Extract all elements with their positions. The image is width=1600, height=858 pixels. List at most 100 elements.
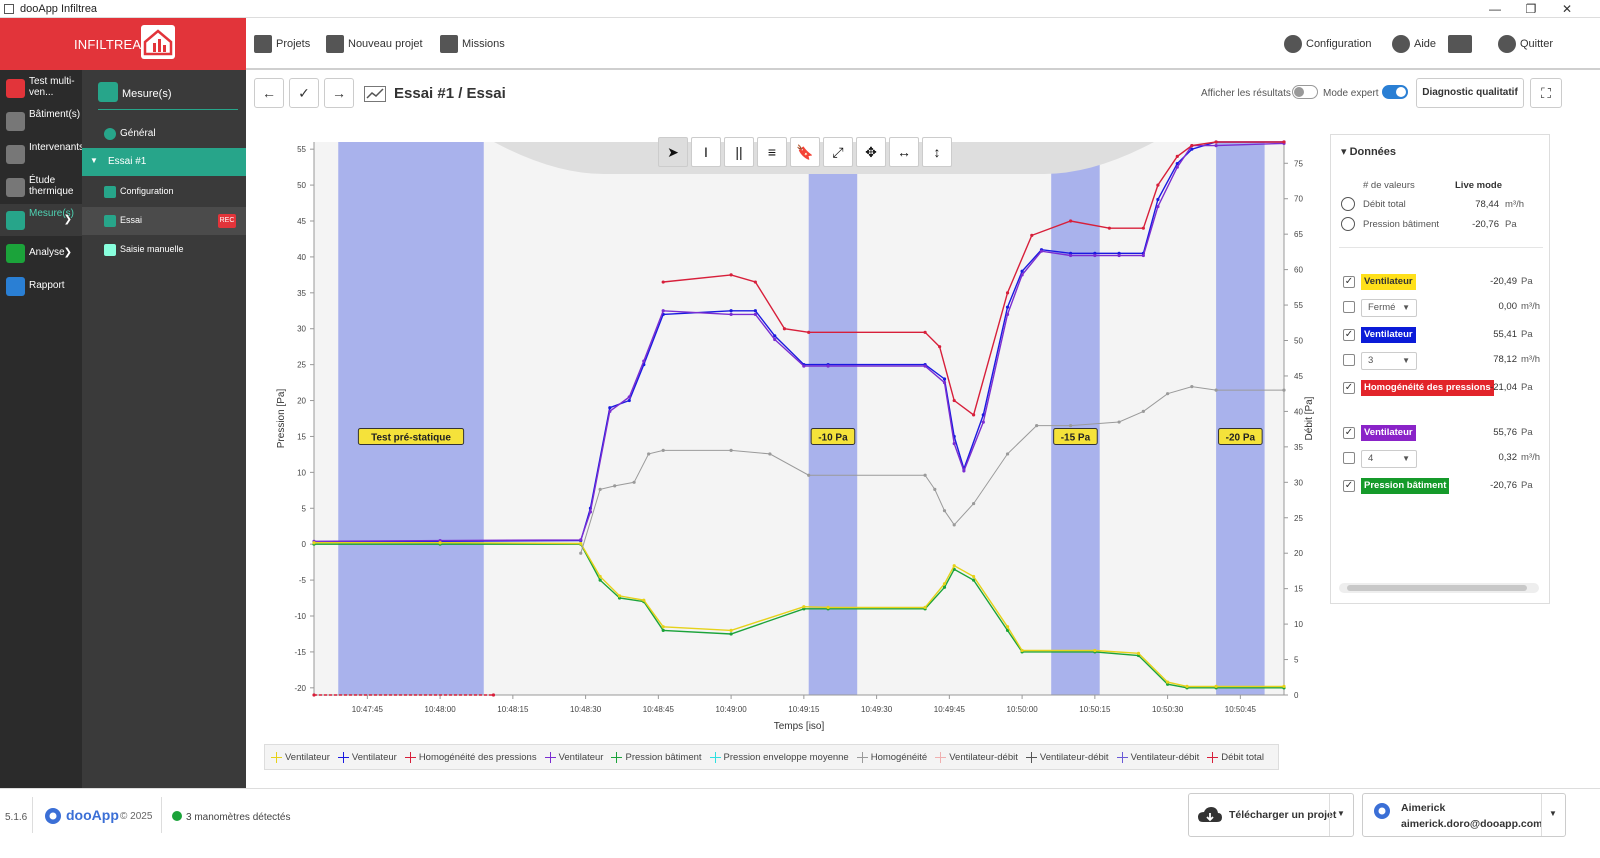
data-point: [647, 452, 651, 456]
channel-checkbox[interactable]: ✓: [1343, 382, 1355, 394]
close-window-button[interactable]: ✕: [1561, 2, 1573, 16]
zoom-vertical-button[interactable]: ↕: [922, 137, 952, 167]
bookmark-button[interactable]: 🔖: [790, 137, 820, 167]
subitem-saisie[interactable]: Saisie manuelle: [82, 236, 246, 264]
chevron-down-icon: ▼: [1402, 303, 1410, 312]
y-tick-label: 45: [297, 217, 306, 226]
sidebar-item-rapport[interactable]: Rapport: [0, 270, 82, 302]
back-button[interactable]: ←: [254, 78, 284, 108]
legend-item[interactable]: Ventilateur: [271, 751, 330, 763]
sidebar-item-mesures[interactable]: Mesure(s) ❯: [0, 204, 82, 236]
data-point: [1175, 165, 1179, 169]
channel-select[interactable]: Fermé ▼: [1361, 299, 1417, 317]
channel-checkbox[interactable]: ✓: [1343, 276, 1355, 288]
channel-checkbox[interactable]: ✓: [1343, 480, 1355, 492]
nav-missions[interactable]: Missions: [440, 32, 505, 56]
legend-item[interactable]: Ventilateur-débit: [1025, 751, 1109, 763]
channel-value: -21,04: [1490, 382, 1517, 393]
rec-badge: REC: [218, 214, 236, 228]
legend-item[interactable]: Ventilateur-débit: [1116, 751, 1199, 763]
data-point: [1117, 420, 1121, 424]
subitem-general[interactable]: Général: [82, 120, 246, 148]
fullscreen-button[interactable]: ⛶: [1530, 78, 1562, 108]
nav-quitter[interactable]: Quitter: [1498, 32, 1553, 56]
data-point: [1156, 205, 1160, 209]
series-line: [314, 543, 1284, 689]
nav-nouveau-projet[interactable]: Nouveau projet: [326, 32, 423, 56]
data-point: [312, 693, 316, 697]
channel-checkbox[interactable]: [1343, 452, 1355, 464]
data-point: [632, 480, 636, 484]
sidebar-item-intervenants[interactable]: Intervenants: [0, 138, 85, 170]
sidebar-item-label: Intervenants: [29, 142, 85, 153]
cursor-tool-button[interactable]: I: [691, 137, 721, 167]
channel-checkbox[interactable]: ✓: [1343, 329, 1355, 341]
x-tick-label: 10:50:45: [1225, 705, 1257, 714]
minimize-button[interactable]: —: [1489, 2, 1501, 16]
sidebar-item-batiments[interactable]: Bâtiment(s): [0, 105, 82, 137]
data-point: [952, 398, 956, 403]
legend-item[interactable]: Ventilateur: [337, 751, 397, 763]
legend-item[interactable]: Ventilateur-débit: [935, 751, 1018, 763]
status-dot-icon: [172, 811, 182, 821]
nav-configuration[interactable]: Configuration: [1284, 32, 1371, 56]
nav-label: Nouveau projet: [348, 38, 423, 50]
user-account-button[interactable]: Aimerick aimerick.doro@dooapp.com ▼: [1362, 793, 1566, 837]
subitem-configuration[interactable]: Configuration: [82, 178, 246, 206]
diagnostic-button[interactable]: Diagnostic qualitatif: [1416, 78, 1524, 108]
version-label: 5.1.6: [5, 812, 28, 823]
legend-marker-icon: [856, 751, 868, 763]
data-point: [729, 448, 733, 453]
app-logo[interactable]: INFILTREA: [0, 18, 246, 70]
channel-checkbox[interactable]: [1343, 354, 1355, 366]
expert-mode-label: Mode expert: [1323, 88, 1379, 99]
summary-debit-total: Débit total 78,44 m³/h: [1339, 196, 1539, 214]
expert-mode-toggle[interactable]: [1382, 85, 1408, 99]
nav-label: Configuration: [1306, 38, 1372, 50]
chevron-down-icon[interactable]: ▼: [1549, 809, 1557, 818]
summary-label: Pression bâtiment: [1363, 219, 1440, 230]
vertical-markers-button[interactable]: ||: [724, 137, 754, 167]
nav-news[interactable]: [1448, 32, 1476, 56]
legend-item[interactable]: Débit total: [1207, 751, 1264, 763]
select-tool-button[interactable]: ➤: [658, 137, 688, 167]
legend-item[interactable]: Pression bâtiment: [611, 751, 702, 763]
copyright: © 2025: [120, 811, 153, 822]
channel-select[interactable]: 4 ▼: [1361, 450, 1417, 468]
fit-button[interactable]: ⤢: [823, 137, 853, 167]
chevron-down-icon[interactable]: ▼: [1337, 809, 1345, 818]
pan-button[interactable]: ✥: [856, 137, 886, 167]
refresh-icon: [1341, 197, 1355, 211]
legend-label: Ventilateur: [285, 751, 330, 763]
data-point: [729, 273, 733, 277]
download-project-button[interactable]: Télécharger un projet ▼: [1188, 793, 1354, 837]
forward-button[interactable]: →: [324, 78, 354, 108]
legend-item[interactable]: Homogénéité des pressions: [404, 751, 537, 763]
channel-checkbox[interactable]: [1343, 301, 1355, 313]
sidebar-item-etude[interactable]: Étude thermique: [0, 171, 82, 203]
y2-tick-label: 15: [1294, 585, 1303, 594]
nav-projets[interactable]: Projets: [254, 32, 310, 56]
nav-aide[interactable]: Aide: [1392, 32, 1436, 56]
sidebar-item-analyse[interactable]: Analyse ❯: [0, 237, 82, 269]
legend-item[interactable]: Pression enveloppe moyenne: [709, 751, 849, 763]
legend-item[interactable]: Ventilateur: [544, 751, 603, 763]
subitem-essai[interactable]: Essai REC: [82, 207, 246, 235]
pressure-chart[interactable]: 5550454035302520151050-5-10-15-207570656…: [262, 130, 1322, 740]
channel-checkbox[interactable]: ✓: [1343, 427, 1355, 439]
legend-item[interactable]: Homogénéité: [856, 751, 927, 763]
horizontal-markers-button[interactable]: ≡: [757, 137, 787, 167]
horizontal-scrollbar[interactable]: [1339, 583, 1539, 593]
validate-button[interactable]: ✓: [289, 78, 319, 108]
subitem-essai-1[interactable]: ▼ Essai #1: [82, 148, 246, 176]
channel-select[interactable]: 3 ▼: [1361, 352, 1417, 370]
zoom-horizontal-button[interactable]: ↔: [889, 137, 919, 167]
data-point: [1005, 291, 1010, 295]
show-results-toggle[interactable]: [1292, 85, 1318, 99]
data-panel-title[interactable]: ▾ Données: [1341, 146, 1397, 158]
maximize-button[interactable]: ❐: [1525, 2, 1537, 16]
user-name: Aimerick: [1401, 802, 1446, 814]
data-point: [942, 582, 947, 586]
data-point: [933, 487, 937, 491]
sidebar-item-project[interactable]: Test multi-ven...: [0, 72, 82, 104]
